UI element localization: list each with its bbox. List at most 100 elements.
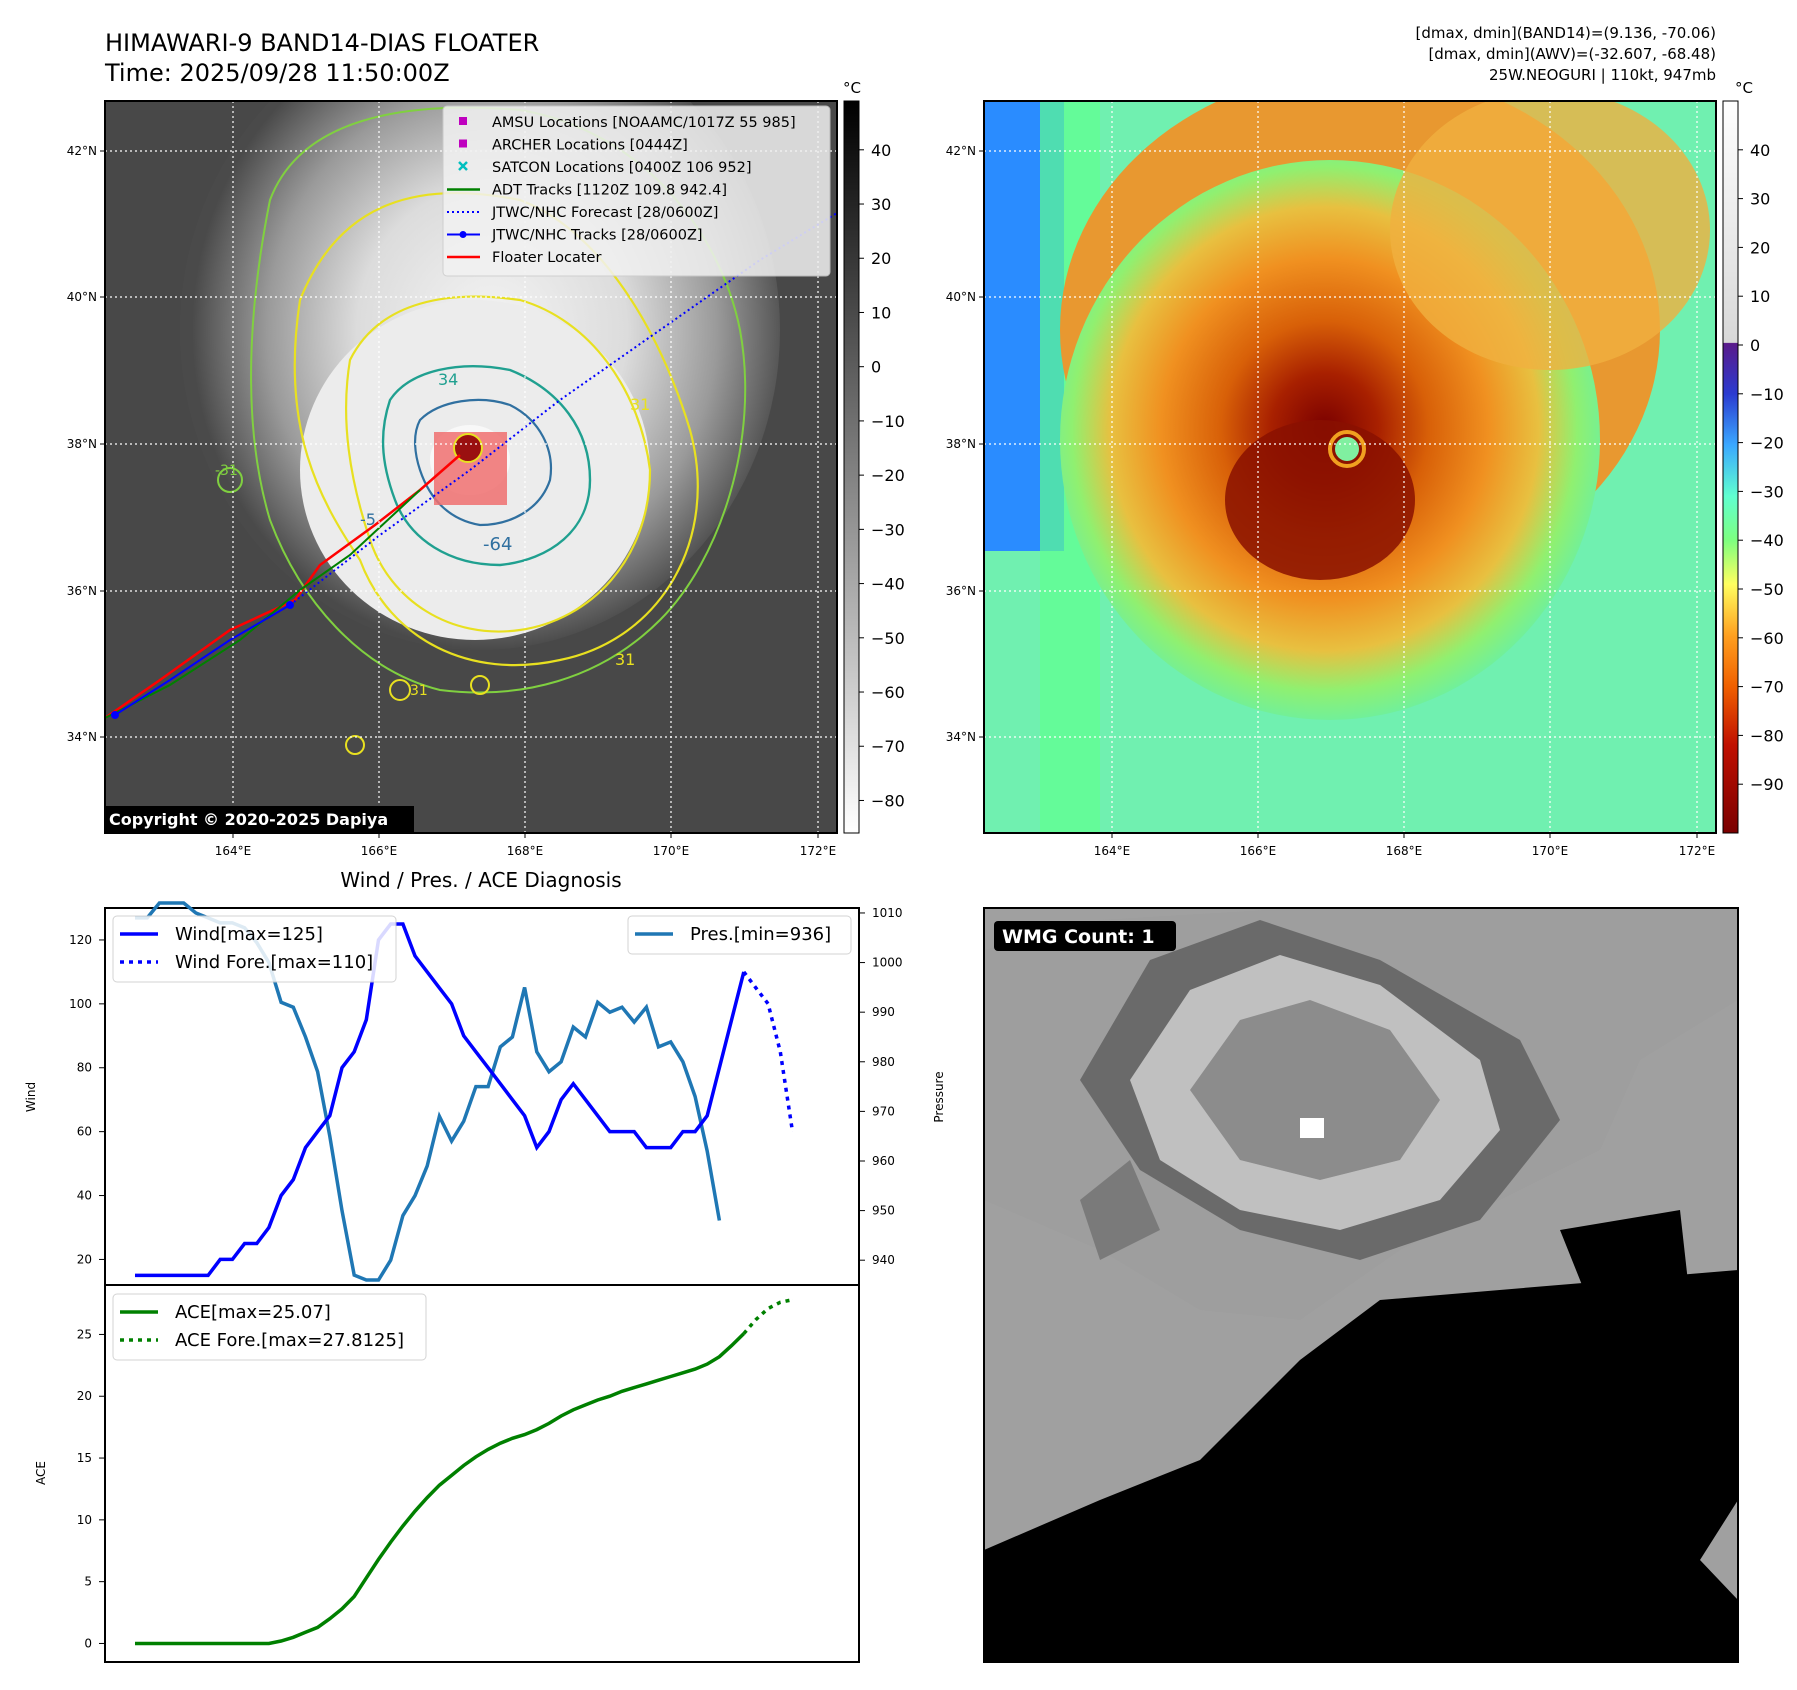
legend-entry: ARCHER Locations [0444Z] xyxy=(459,138,688,154)
adt-track xyxy=(105,489,421,719)
eye-color xyxy=(1335,437,1359,461)
wmg-panel xyxy=(984,908,1738,1662)
colorbar-tick-label: 30 xyxy=(1750,190,1770,209)
ace-axis-tick-label: 25 xyxy=(77,1327,92,1341)
jtwc-track xyxy=(114,604,291,716)
wmg-black-region xyxy=(984,1270,1738,1662)
legend-entry: JTWC/NHC Tracks [28/0600Z] xyxy=(447,228,703,244)
ace-legend: ACE[max=25.07] ACE Fore.[max=27.8125] xyxy=(112,1293,427,1361)
lon-tick-label: 172°E xyxy=(1679,844,1716,858)
colorbar-tick-label: 0 xyxy=(871,358,881,377)
ace-ylabel: ACE xyxy=(34,1461,48,1485)
info-awv: [dmax, dmin](AWV)=(-32.607, -68.48) xyxy=(1428,45,1716,63)
lat-tick-label: 38°N xyxy=(67,437,97,451)
colorbar-tick-label: −70 xyxy=(1750,678,1784,697)
map-legend: AMSU Locations [NOAAMC/1017Z 55 985] ARCH… xyxy=(442,105,831,277)
color-colorbar-ticks: 40 30 20 10 0 −10 −20 −30 −40 −50 −60 −70 −80 −90 xyxy=(1738,141,1784,794)
wmg-count: WMG Count: 1 xyxy=(1002,926,1155,948)
ace-axis-tick-label: 10 xyxy=(77,1513,92,1527)
wind-axis-tick-label: 20 xyxy=(77,1252,92,1266)
ir-color-map xyxy=(984,101,1716,833)
figure-time: Time: 2025/09/28 11:50:00Z xyxy=(104,59,450,87)
ace-axis-tick-label: 0 xyxy=(84,1636,92,1650)
colorbar-tick-label: −50 xyxy=(1750,580,1784,599)
pressure-axis-tick-label: 950 xyxy=(872,1204,895,1218)
wmg-eye-pixel xyxy=(1300,1118,1324,1138)
colorbar-tick-label: −70 xyxy=(871,737,905,756)
colorbar-tick-label: −10 xyxy=(871,412,905,431)
copyright-box xyxy=(104,806,414,832)
colorbar-tick-label: −40 xyxy=(1750,531,1784,550)
legend-square-icon xyxy=(459,139,467,148)
lon-tick-label: 168°E xyxy=(1386,844,1423,858)
lon-tick-label: 170°E xyxy=(653,844,690,858)
legend-label: ADT Tracks [1120Z 109.8 942.4] xyxy=(492,183,727,199)
colorbar-tick-label: 20 xyxy=(871,249,891,268)
pressure-legend-label: Pres.[min=936] xyxy=(690,924,831,945)
colorbar-tick-label: −80 xyxy=(1750,726,1784,745)
figure-title: HIMAWARI-9 BAND14-DIAS FLOATER xyxy=(105,29,539,57)
gray-colorbar-unit: °C xyxy=(843,79,861,97)
gray-colorbar xyxy=(843,100,860,834)
contour-label: 31 xyxy=(630,395,650,414)
copyright-text: Copyright © 2020-2025 Dapiya xyxy=(109,810,388,829)
colorbar-tick-label: 20 xyxy=(1750,238,1770,257)
ace-axis-tick-label: 20 xyxy=(77,1389,92,1403)
color-colorbar-unit: °C xyxy=(1735,79,1753,97)
colorbar-tick-label: −60 xyxy=(1750,629,1784,648)
colorbar-tick-label: −30 xyxy=(871,520,905,539)
lon-tick-label: 168°E xyxy=(507,844,544,858)
wind-axis-tick-label: 60 xyxy=(77,1125,92,1139)
legend-entry: Floater Locater xyxy=(447,250,601,266)
colorbar-tick-label: −10 xyxy=(1750,385,1784,404)
eye-marker xyxy=(453,433,483,463)
lat-tick-label: 36°N xyxy=(946,584,976,598)
wmg-core xyxy=(1190,1000,1440,1180)
contour-label: 31 xyxy=(410,683,428,699)
pressure-axis-tick-label: 1010 xyxy=(872,906,903,920)
map-a-axes: 42°N 40°N 38°N 36°N 34°N 164°E 166°E 168°E 170°E… xyxy=(67,144,837,858)
lat-tick-label: 34°N xyxy=(67,730,97,744)
pressure-axis-tick-label: 960 xyxy=(872,1154,895,1168)
legend-entry: ADT Tracks [1120Z 109.8 942.4] xyxy=(447,183,727,199)
info-storm: 25W.NEOGURI | 110kt, 947mb xyxy=(1489,66,1716,84)
colorbar-tick-label: 40 xyxy=(871,141,891,160)
wmg-frame xyxy=(983,907,1739,1663)
legend-entry: JTWC/NHC Forecast [28/0600Z] xyxy=(447,205,718,221)
ace-legend-label: ACE[max=25.07] xyxy=(175,1302,331,1323)
map-b-gridlines xyxy=(984,101,1716,833)
wind-ylabel: Wind xyxy=(24,1082,38,1112)
legend-label: SATCON Locations [0400Z 106 952] xyxy=(492,160,751,176)
contour-blue xyxy=(414,398,553,527)
colorbar-tick-label: −60 xyxy=(871,683,905,702)
pressure-axis-tick-label: 970 xyxy=(872,1104,895,1118)
colorbar-tick-label: 10 xyxy=(871,303,891,322)
legend-square-icon xyxy=(459,117,467,125)
colorbar-tick-label: 10 xyxy=(1750,287,1770,306)
contour-label: 34 xyxy=(438,370,458,389)
lon-tick-label: 166°E xyxy=(361,844,398,858)
wind-axis-tick-label: 120 xyxy=(69,933,92,947)
contour-label: 31 xyxy=(615,650,635,669)
map-a-frame xyxy=(104,100,838,834)
contour-label: -64 xyxy=(483,534,512,555)
diagnosis-title: Wind / Pres. / ACE Diagnosis xyxy=(340,868,621,892)
ace-forecast-line xyxy=(742,1297,793,1335)
pressure-axis-tick-label: 980 xyxy=(872,1055,895,1069)
pressure-axis-tick-label: 990 xyxy=(872,1005,895,1019)
lat-tick-label: 38°N xyxy=(946,437,976,451)
lat-tick-label: 42°N xyxy=(67,144,97,158)
wmg-badge xyxy=(994,921,1176,951)
wind-axis-tick-label: 40 xyxy=(77,1189,92,1203)
legend-label: AMSU Locations [NOAAMC/1017Z 55 985] xyxy=(492,115,796,131)
legend-label: JTWC/NHC Tracks [28/0600Z] xyxy=(491,228,703,244)
colorbar-tick-label: −40 xyxy=(871,575,905,594)
pressure-axis-tick-label: 940 xyxy=(872,1253,895,1267)
legend-label: Floater Locater xyxy=(492,250,601,266)
colorbar-tick-label: −30 xyxy=(1750,482,1784,501)
ace-axis-tick-label: 5 xyxy=(84,1575,92,1589)
lat-tick-label: 40°N xyxy=(946,290,976,304)
legend-entry: AMSU Locations [NOAAMC/1017Z 55 985] xyxy=(459,115,796,131)
ace-fore-legend-label: ACE Fore.[max=27.8125] xyxy=(175,1330,404,1351)
